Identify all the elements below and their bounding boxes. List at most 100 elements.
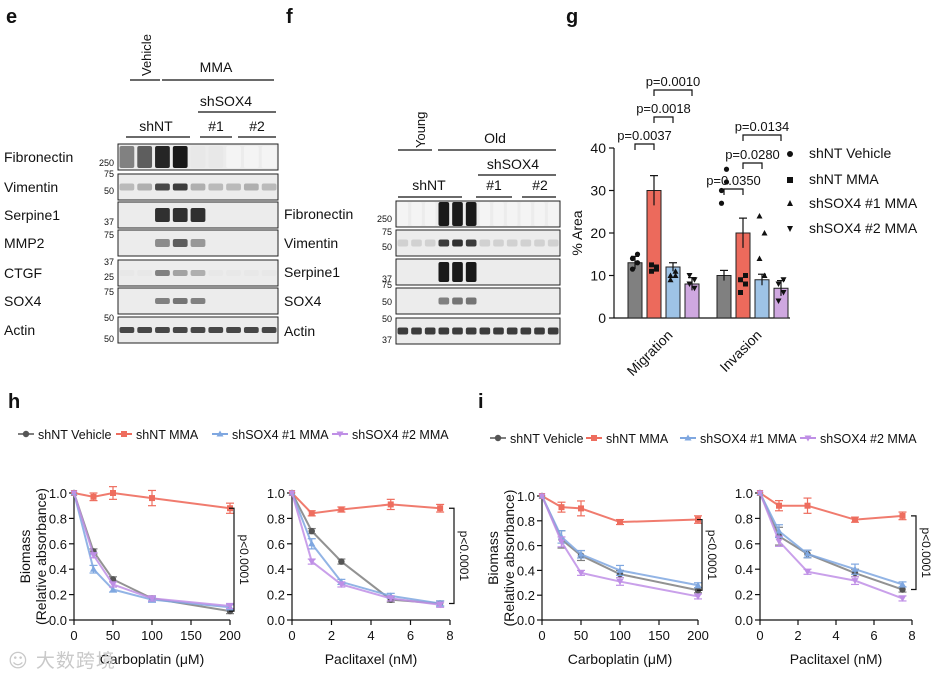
blot-f-band — [547, 327, 559, 335]
g-point — [761, 230, 768, 236]
g-significance-bracket — [742, 134, 782, 141]
g-point — [691, 277, 698, 283]
blot-f-band — [397, 327, 409, 335]
h-carboplatin-data-point — [149, 495, 155, 502]
h-carboplatin-x-tick-label: 0 — [70, 628, 77, 643]
blot-f-band — [534, 327, 545, 335]
g-point — [780, 290, 787, 296]
i-carboplatin-y-tick-label: 0.2 — [517, 588, 535, 603]
blot-f-band — [479, 327, 491, 335]
blot-f-band — [424, 327, 436, 335]
blot-e-band — [137, 270, 153, 276]
g-significance-bracket — [742, 162, 763, 169]
g-legend-marker — [787, 226, 793, 232]
h-legend-label: shSOX4 #1 MMA — [232, 428, 329, 442]
h-paclitaxel-data-point — [337, 581, 345, 588]
g-legend-marker — [787, 177, 793, 183]
blot-f-band — [534, 202, 545, 226]
h-carboplatin-significance-bracket — [229, 507, 235, 612]
i-paclitaxel-y-tick-label: 0.4 — [735, 562, 753, 577]
blot-e-band — [155, 239, 170, 247]
g-point — [723, 166, 730, 172]
i-carboplatin-x-tick-label: 150 — [648, 628, 670, 643]
i-paclitaxel-data-point — [776, 502, 782, 509]
blot-e-band — [190, 146, 206, 168]
i-carboplatin-significance-bracket — [697, 518, 703, 591]
i-carboplatin-data-point — [558, 539, 565, 546]
h-carboplatin-p-value: p<0.0001 — [237, 534, 251, 585]
g-point — [629, 255, 636, 262]
h-paclitaxel-y-tick-label: 0.2 — [267, 588, 285, 603]
h-carboplatin-y-tick-label: 1.0 — [49, 486, 67, 501]
blot-f-band — [493, 327, 504, 335]
h-carboplatin-y-tick-label: 0.6 — [49, 537, 67, 552]
h-paclitaxel-data-point — [387, 501, 394, 508]
g-point — [672, 268, 679, 274]
blot-f-band — [452, 202, 463, 226]
h-paclitaxel-x-tick-label: 8 — [446, 628, 453, 643]
blot-f-label-shnt: shNT — [412, 177, 446, 193]
blot-e-band — [226, 270, 241, 276]
blot-e-band — [119, 146, 135, 168]
blot-e-mw-marker: 250 — [99, 158, 114, 168]
i-paclitaxel-y-tick-label: 0.8 — [735, 511, 753, 526]
i-paclitaxel-data-point — [756, 490, 764, 497]
blot-f-mw-marker: 50 — [382, 242, 392, 252]
h-paclitaxel-y-tick-label: 1.0 — [267, 486, 285, 501]
i-carboplatin-x-tick-label: 100 — [609, 628, 631, 643]
h-legend-marker — [336, 431, 344, 438]
g-point — [743, 281, 748, 287]
blot-f-band — [506, 327, 518, 335]
blot-f-band — [534, 239, 545, 247]
blot-e-band — [155, 208, 170, 222]
blot-e-mw-marker: 25 — [104, 272, 114, 282]
i-paclitaxel-y-tick-label: 0.0 — [735, 613, 753, 628]
i-legend-marker — [684, 434, 692, 441]
h-carboplatin-x-tick-label: 50 — [106, 628, 120, 643]
blot-e-band — [208, 146, 224, 168]
h-paclitaxel-x-tick-label: 2 — [328, 628, 335, 643]
g-significance-bracket — [634, 143, 655, 150]
blot-f-membrane — [395, 200, 561, 228]
g-significance-bracket — [723, 188, 744, 195]
blot-e: Vehicle MMA shSOX4 shNT #1 #2 Fibronectin 250 Vi… — [4, 34, 279, 344]
g-point — [672, 272, 679, 278]
g-legend-label: shNT Vehicle — [809, 145, 891, 161]
blot-e-band — [190, 327, 206, 333]
blot-e-row-label: MMP2 — [4, 235, 45, 251]
watermark: ☺ 大数跨境 — [8, 646, 116, 673]
i-paclitaxel-x-tick-label: 4 — [832, 628, 839, 643]
blot-f-label-old: Old — [484, 130, 506, 146]
h-carboplatin-x-axis-label: Carboplatin (μM) — [100, 651, 205, 667]
i-carboplatin-x-tick-label: 0 — [538, 628, 545, 643]
blot-e-band — [261, 183, 277, 191]
blot-e-band — [172, 146, 188, 168]
h-carboplatin-data-point — [110, 490, 116, 496]
blot-f-row-label: Actin — [284, 323, 315, 339]
i-carboplatin-y-tick-label: 1.0 — [517, 489, 535, 504]
i-paclitaxel-y-tick-label: 1.0 — [735, 486, 753, 501]
blot-e-band — [243, 327, 259, 333]
h-carboplatin-data-point — [109, 581, 117, 588]
h-carboplatin-x-tick-label: 150 — [180, 628, 202, 643]
h-paclitaxel-significance-bracket — [449, 507, 455, 605]
blot-e-band — [243, 270, 259, 276]
h-legend-label: shNT Vehicle — [38, 428, 111, 442]
blot-e-band — [119, 270, 135, 276]
blot-f: Young Old shSOX4 shNT #1 #2 Fibronectin 250 Vime… — [284, 112, 561, 345]
blot-f-band — [493, 202, 504, 226]
blot-e-band — [226, 183, 241, 191]
g-x-tick-label: Migration — [624, 327, 676, 379]
blot-f-mw-marker: 250 — [377, 214, 392, 224]
h-carboplatin-series-line — [73, 492, 231, 609]
blot-e-band — [155, 327, 170, 333]
h-carboplatin-y-tick-label: 0.0 — [49, 613, 67, 628]
g-legend-label: shSOX4 #2 MMA — [809, 220, 918, 236]
blot-f-row-label: Vimentin — [284, 235, 338, 251]
h-carboplatin-y-axis-label: (Relative absorbance) — [33, 488, 49, 625]
g-x-tick-label: Invasion — [716, 327, 764, 375]
blot-f-band — [438, 239, 450, 247]
blot-f-membrane — [395, 258, 561, 286]
h-paclitaxel-y-tick-label: 0.8 — [267, 511, 285, 526]
h-legend-label: shSOX4 #2 MMA — [352, 428, 449, 442]
